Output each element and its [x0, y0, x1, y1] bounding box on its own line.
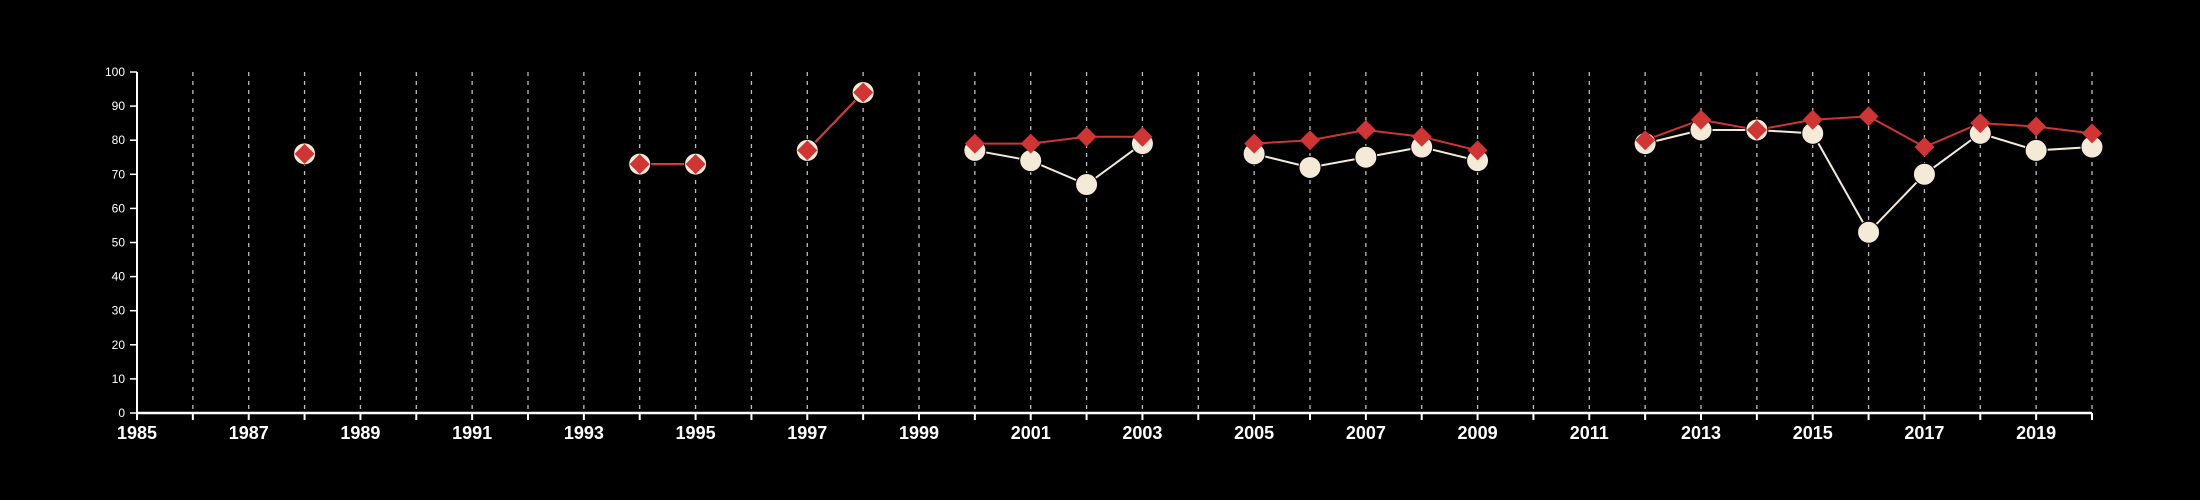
x-tick-label: 2013	[1681, 423, 1721, 443]
y-tick-label: 70	[112, 167, 126, 181]
series-1-markers	[294, 82, 2102, 175]
point-circle-2017	[1912, 162, 1936, 186]
y-tick-label: 80	[112, 133, 126, 147]
tick-labels: 1985 1987 1989 1991 1993 1995 1997 1999 2001 2003…	[105, 65, 2056, 443]
point-diamond-2006	[1300, 130, 1320, 151]
x-tick-label: 1987	[229, 423, 269, 443]
point-diamond-2008	[1411, 126, 1432, 147]
point-diamond-1995	[685, 154, 706, 175]
point-diamond-1998	[853, 82, 874, 103]
x-tick-label: 1985	[117, 423, 157, 443]
point-diamond-2013	[1691, 109, 1711, 130]
series-0-line	[974, 142, 1144, 186]
y-tick-label: 50	[112, 236, 126, 250]
y-tick-label: 60	[112, 201, 126, 215]
x-tick-label: 2003	[1122, 423, 1162, 443]
x-tick-label: 2005	[1234, 423, 1274, 443]
point-diamond-2003	[1132, 126, 1153, 147]
x-tick-label: 2007	[1346, 423, 1386, 443]
point-diamond-1988	[294, 143, 315, 164]
point-diamond-1994	[629, 154, 650, 175]
point-circle-2016	[1857, 220, 1881, 244]
x-tick-label: 2011	[1570, 423, 1609, 443]
point-diamond-2007	[1355, 119, 1376, 140]
x-tick-label: 1995	[676, 423, 716, 443]
x-tick-label: 1999	[899, 423, 939, 443]
x-tick-label: 1991	[452, 423, 492, 443]
series-layer	[293, 80, 2104, 244]
x-tick-label: 2009	[1458, 423, 1498, 443]
point-circle-2019	[2024, 138, 2048, 162]
point-diamond-2012	[1635, 130, 1656, 151]
series-1-line	[806, 91, 864, 152]
point-diamond-2019	[2026, 116, 2047, 137]
point-circle-2006	[1298, 155, 1322, 179]
x-tick-label: 2001	[1011, 423, 1051, 443]
point-diamond-2002	[1076, 126, 1097, 147]
y-tick-label: 100	[105, 65, 125, 79]
y-tick-label: 40	[112, 270, 126, 284]
y-tick-label: 10	[112, 372, 126, 386]
point-diamond-1997	[797, 140, 818, 161]
x-tick-label: 2017	[1904, 423, 1944, 443]
point-diamond-2001	[1020, 133, 1041, 154]
point-circle-2002	[1075, 173, 1099, 197]
axes	[130, 71, 2093, 420]
point-diamond-2005	[1244, 133, 1265, 154]
x-tick-label: 2019	[2016, 423, 2056, 443]
y-tick-label: 20	[112, 338, 126, 352]
x-tick-label: 1993	[564, 423, 604, 443]
point-diamond-2020	[2082, 123, 2102, 144]
y-tick-label: 30	[112, 304, 126, 318]
point-diamond-2009	[1467, 140, 1488, 161]
y-tick-label: 90	[112, 99, 126, 113]
x-tick-label: 1997	[787, 423, 827, 443]
x-tick-label: 1989	[340, 423, 380, 443]
point-diamond-2000	[964, 133, 985, 154]
point-diamond-2017	[1914, 137, 1935, 158]
y-tick-label: 0	[118, 406, 125, 420]
series-1-line	[974, 135, 1143, 145]
point-diamond-2014	[1746, 119, 1767, 140]
point-diamond-2018	[1970, 113, 1991, 134]
point-diamond-2015	[1802, 109, 1823, 130]
x-tick-label: 2015	[1793, 423, 1833, 443]
point-diamond-2016	[1858, 106, 1879, 127]
point-circle-2007	[1354, 145, 1378, 169]
